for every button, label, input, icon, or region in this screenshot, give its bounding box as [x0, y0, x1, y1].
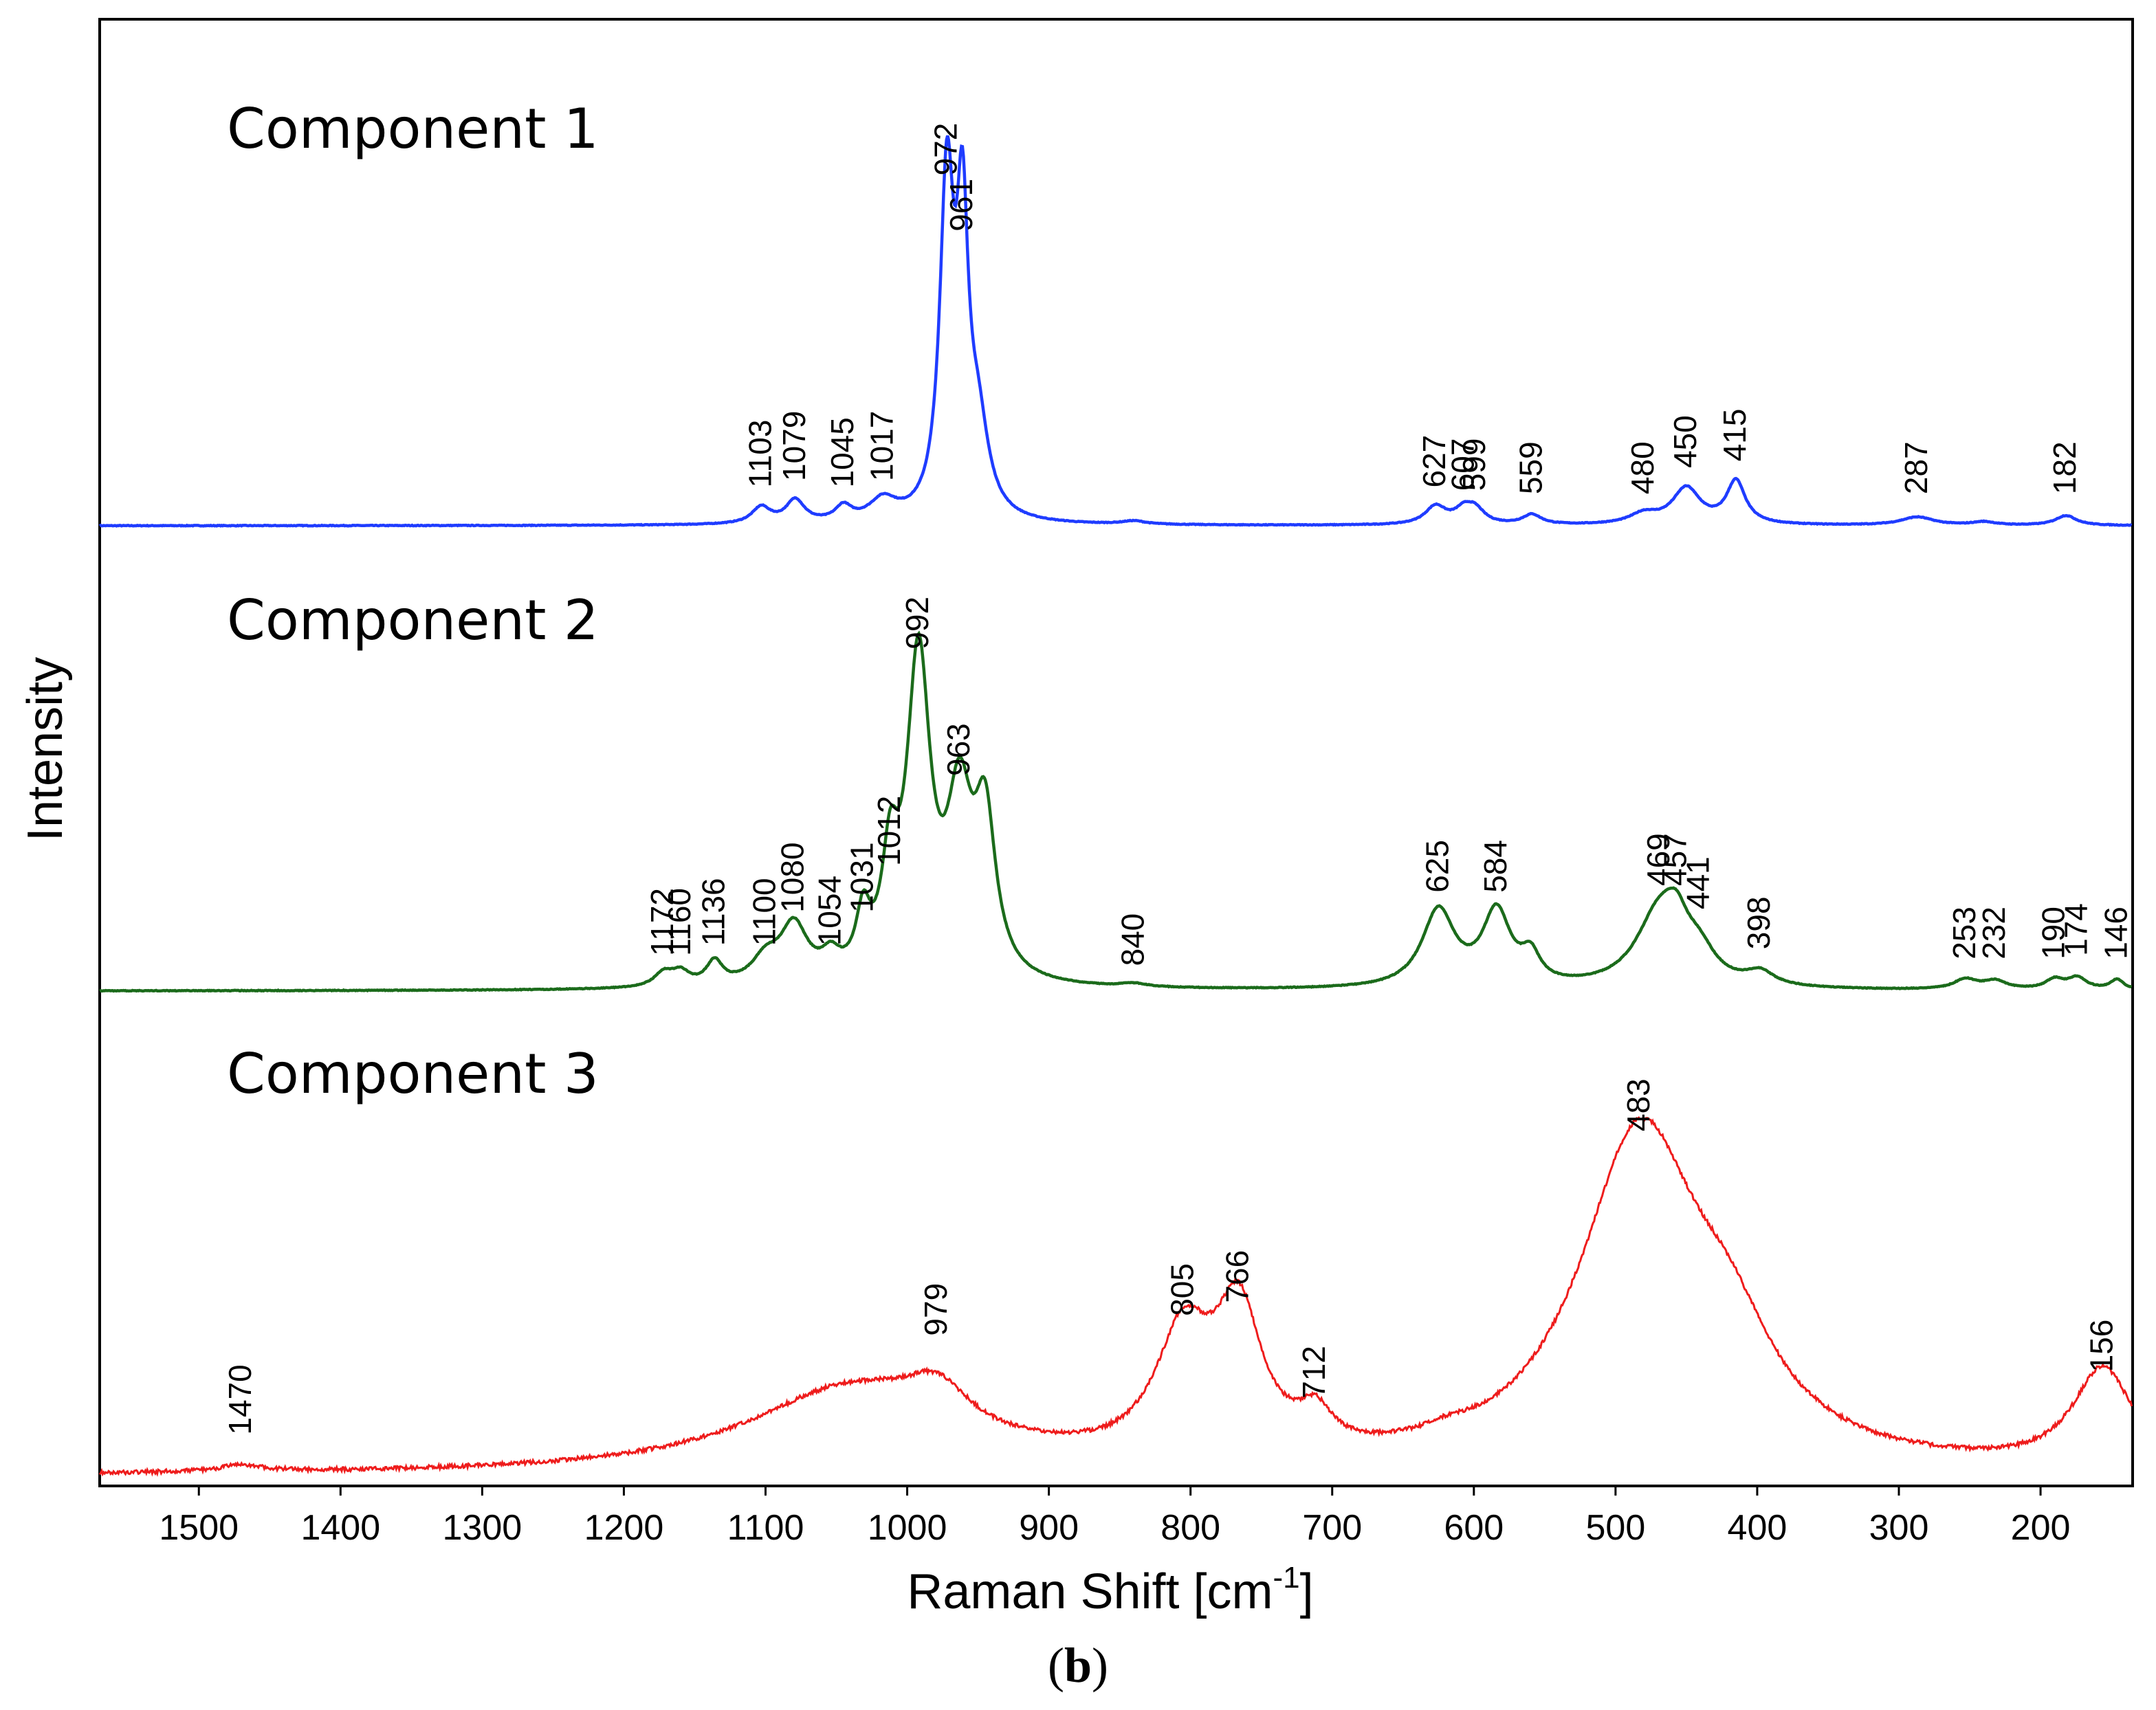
- peak-label-c2-232: 232: [1976, 907, 2012, 959]
- x-tick-label-1300: 1300: [443, 1508, 522, 1548]
- peak-label-c1-627: 627: [1416, 435, 1452, 488]
- peak-label-c2-1100: 1100: [747, 878, 782, 946]
- peak-label-c1-415: 415: [1717, 409, 1752, 462]
- x-tick-label-400: 400: [1728, 1508, 1788, 1548]
- peak-label-c2-1031: 1031: [844, 842, 880, 912]
- peak-label-c2-625: 625: [1419, 840, 1455, 893]
- peak-label-c2-963: 963: [940, 723, 976, 776]
- plot-frame: [98, 18, 2134, 1487]
- x-tick-label-1000: 1000: [868, 1508, 947, 1548]
- peak-label-c3-805: 805: [1164, 1263, 1200, 1316]
- peak-label-c3-766: 766: [1220, 1250, 1255, 1303]
- peak-label-c2-1012: 1012: [871, 796, 907, 866]
- peak-label-c1-1103: 1103: [742, 420, 778, 488]
- peak-label-c2-1136: 1136: [695, 878, 731, 946]
- peak-label-c2-1080: 1080: [775, 842, 811, 912]
- peak-label-c2-174: 174: [2058, 903, 2094, 956]
- panel-label-close: ): [1092, 1638, 1108, 1693]
- peak-label-c2-469: 469: [1640, 833, 1676, 886]
- x-tick-label-700: 700: [1302, 1508, 1362, 1548]
- x-tick-label-1400: 1400: [300, 1508, 380, 1548]
- x-tick-label-200: 200: [2011, 1508, 2071, 1548]
- component-1-title: Component 1: [227, 97, 599, 161]
- peak-label-c1-972: 972: [927, 123, 963, 176]
- x-tick-label-600: 600: [1444, 1508, 1504, 1548]
- x-axis-ticks: 1500 1400 1300 1200 1100 1000 900 800 700 600 500 4…: [159, 1486, 2070, 1548]
- peak-label-c2-840: 840: [1114, 913, 1150, 966]
- peak-label-c2-441: 441: [1680, 856, 1715, 909]
- x-axis-title-main: Raman Shift [cm: [907, 1564, 1273, 1619]
- peak-label-c1-480: 480: [1625, 441, 1660, 494]
- peak-label-c2-1160: 1160: [661, 888, 697, 956]
- x-axis-title: Raman Shift [cm-1]: [907, 1561, 1313, 1619]
- component-3-title: Component 3: [227, 1042, 599, 1106]
- peak-label-c3-156: 156: [2084, 1320, 2120, 1373]
- peak-label-c1-599: 599: [1456, 438, 1492, 491]
- panel-label-open: (: [1047, 1638, 1064, 1693]
- peak-label-c2-992: 992: [899, 597, 935, 649]
- peak-label-c1-450: 450: [1667, 415, 1703, 468]
- x-tick-label-1100: 1100: [727, 1508, 804, 1548]
- x-tick-label-1200: 1200: [584, 1508, 664, 1548]
- peak-label-c2-457: 457: [1658, 833, 1693, 886]
- peak-label-c1-287: 287: [1898, 441, 1934, 494]
- peak-label-c3-483: 483: [1620, 1078, 1656, 1131]
- x-tick-label-300: 300: [1869, 1508, 1929, 1548]
- peak-label-c2-190: 190: [2036, 907, 2071, 959]
- peak-label-c2-253: 253: [1946, 907, 1982, 959]
- x-tick-label-900: 900: [1019, 1508, 1079, 1548]
- series-line-2: [99, 630, 2133, 993]
- peak-label-c1-559: 559: [1512, 441, 1548, 494]
- peak-label-c3-1470: 1470: [222, 1364, 258, 1434]
- peak-label-c1-961: 961: [943, 179, 979, 232]
- series-line-1: [98, 135, 2133, 528]
- panel-label: (b): [0, 1637, 2156, 1694]
- x-axis-title-superscript: -1: [1273, 1561, 1300, 1595]
- peak-label-c3-712: 712: [1296, 1346, 1332, 1399]
- x-tick-label-500: 500: [1585, 1508, 1645, 1548]
- peak-label-c2-1054: 1054: [811, 876, 847, 946]
- x-axis-title-end: ]: [1300, 1564, 1314, 1619]
- panel-label-letter: b: [1064, 1638, 1092, 1693]
- peak-label-c1-182: 182: [2047, 441, 2082, 494]
- peak-label-c2-1172: 1172: [644, 888, 680, 956]
- y-axis-title: Intensity: [18, 657, 73, 841]
- peak-label-c2-146: 146: [2098, 907, 2133, 959]
- peak-label-c1-607: 607: [1444, 438, 1480, 491]
- peak-label-c1-1017: 1017: [864, 411, 900, 481]
- peak-label-c2-398: 398: [1741, 896, 1776, 949]
- series-layer: [98, 135, 2133, 1477]
- series-line-3: [98, 1115, 2133, 1477]
- peak-label-c1-1079: 1079: [776, 411, 812, 481]
- x-tick-label-800: 800: [1160, 1508, 1220, 1548]
- peak-label-c3-979: 979: [918, 1283, 954, 1336]
- x-tick-label-1500: 1500: [159, 1508, 239, 1548]
- peak-label-c1-1045: 1045: [824, 417, 860, 487]
- peak-label-c2-584: 584: [1477, 840, 1513, 893]
- component-2-title: Component 2: [227, 588, 599, 652]
